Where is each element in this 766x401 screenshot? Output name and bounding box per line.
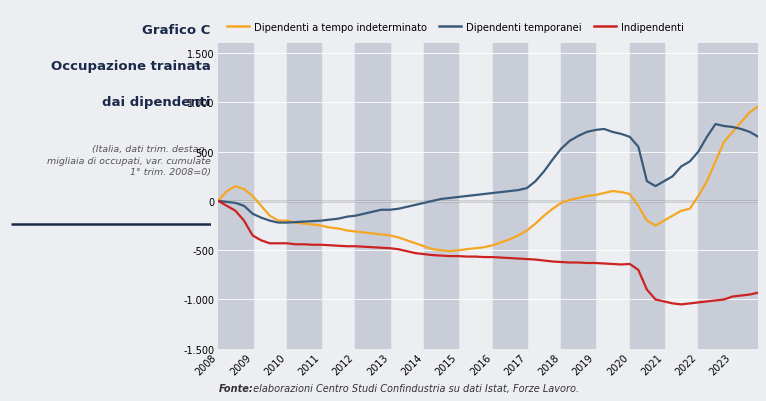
Text: Occupazione trainata: Occupazione trainata — [51, 60, 211, 73]
Bar — [218, 44, 253, 349]
Text: (Italia, dati trim. destag.,
migliaia di occupati, var. cumulate
1° trim. 2008=0: (Italia, dati trim. destag., migliaia di… — [47, 144, 211, 177]
Text: elaborazioni Centro Studi Confindustria su dati Istat, Forze Lavoro.: elaborazioni Centro Studi Confindustria … — [250, 383, 580, 393]
Text: Fonte:: Fonte: — [218, 383, 253, 393]
Bar — [287, 44, 321, 349]
Bar — [630, 44, 664, 349]
Text: Grafico C: Grafico C — [142, 24, 211, 37]
Bar — [355, 44, 390, 349]
Bar — [493, 44, 527, 349]
Bar — [424, 44, 458, 349]
Bar — [561, 44, 595, 349]
Legend: Dipendenti a tempo indeterminato, Dipendenti temporanei, Indipendenti: Dipendenti a tempo indeterminato, Dipend… — [224, 18, 688, 36]
Bar — [699, 44, 758, 349]
Text: dai dipendenti: dai dipendenti — [102, 96, 211, 109]
